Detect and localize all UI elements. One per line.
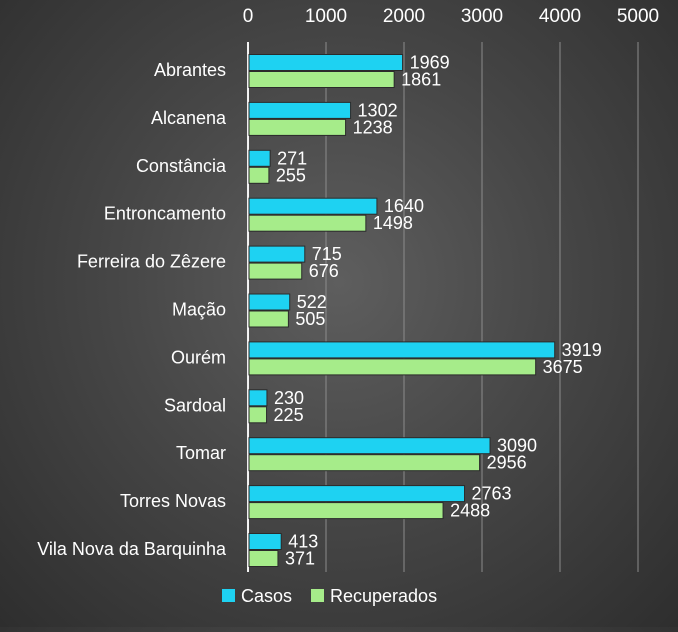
bar-casos	[248, 101, 352, 119]
category-label: Vila Nova da Barquinha	[37, 539, 227, 559]
bar-casos	[248, 437, 491, 455]
x-tick-label: 1000	[305, 6, 347, 27]
x-tick-label: 5000	[617, 6, 659, 27]
bar-casos	[248, 293, 291, 311]
bar-recuperados	[248, 118, 347, 136]
bar-recuperados	[248, 214, 367, 232]
bar-casos	[248, 149, 271, 167]
data-label: 230	[274, 388, 304, 408]
data-label: 255	[276, 165, 306, 185]
data-label: 715	[312, 244, 342, 264]
data-label: 1969	[410, 53, 450, 73]
category-label: Alcanena	[151, 108, 227, 128]
data-label: 271	[277, 148, 307, 168]
category-label: Abrantes	[154, 60, 226, 80]
data-label: 2956	[487, 453, 527, 473]
data-label: 2763	[472, 484, 512, 504]
bars	[248, 54, 556, 567]
x-tick-label: 0	[243, 6, 254, 27]
grid-layer	[247, 42, 639, 572]
x-axis: 0 1000 2000 3000 4000 5000	[243, 6, 659, 27]
data-label: 676	[309, 261, 339, 281]
bar-casos	[248, 54, 404, 71]
category-label: Entroncamento	[104, 204, 226, 224]
data-label: 1498	[373, 213, 413, 233]
bar-recuperados	[248, 454, 481, 472]
bar-recuperados	[248, 166, 270, 184]
bar-recuperados	[248, 550, 279, 567]
category-label: Ferreira do Zêzere	[77, 252, 226, 272]
bar-recuperados	[248, 71, 395, 88]
bar-recuperados	[248, 262, 303, 280]
data-label: 3919	[562, 340, 602, 360]
data-label: 2488	[450, 501, 490, 521]
bar-casos	[248, 341, 556, 359]
data-label: 3675	[543, 357, 583, 377]
bar-recuperados	[248, 502, 444, 520]
data-label: 371	[285, 549, 315, 569]
data-label: 1640	[384, 196, 424, 216]
data-label: 3090	[497, 436, 537, 456]
category-label: Mação	[172, 300, 226, 320]
bar-casos	[248, 533, 282, 550]
data-label: 413	[288, 532, 318, 552]
category-label: Constância	[136, 156, 227, 176]
data-label: 225	[274, 405, 304, 425]
legend: Casos Recuperados	[222, 586, 437, 606]
bar-recuperados	[248, 310, 289, 328]
data-label: 522	[297, 292, 327, 312]
data-label: 1861	[401, 70, 441, 90]
legend-swatch-recuperados	[311, 589, 324, 602]
x-tick-label: 3000	[461, 6, 503, 27]
category-label: Ourém	[171, 347, 226, 367]
category-label: Tomar	[176, 443, 226, 463]
data-label: 1302	[358, 100, 398, 120]
legend-label: Recuperados	[330, 586, 437, 606]
legend-label: Casos	[241, 586, 292, 606]
bar-casos	[248, 197, 378, 215]
y-axis: Abrantes Alcanena Constância Entroncamento F…	[37, 60, 227, 559]
bar-casos	[248, 245, 306, 263]
x-tick-label: 2000	[383, 6, 425, 27]
bar-recuperados	[248, 406, 268, 424]
x-tick-label: 4000	[539, 6, 581, 27]
category-label: Sardoal	[164, 395, 226, 415]
bar-casos	[248, 485, 466, 503]
category-label: Torres Novas	[120, 491, 226, 511]
data-label: 505	[295, 309, 325, 329]
bar-recuperados	[248, 358, 537, 376]
legend-swatch-casos	[222, 589, 235, 602]
bar-casos	[248, 389, 268, 407]
data-label: 1238	[353, 117, 393, 137]
